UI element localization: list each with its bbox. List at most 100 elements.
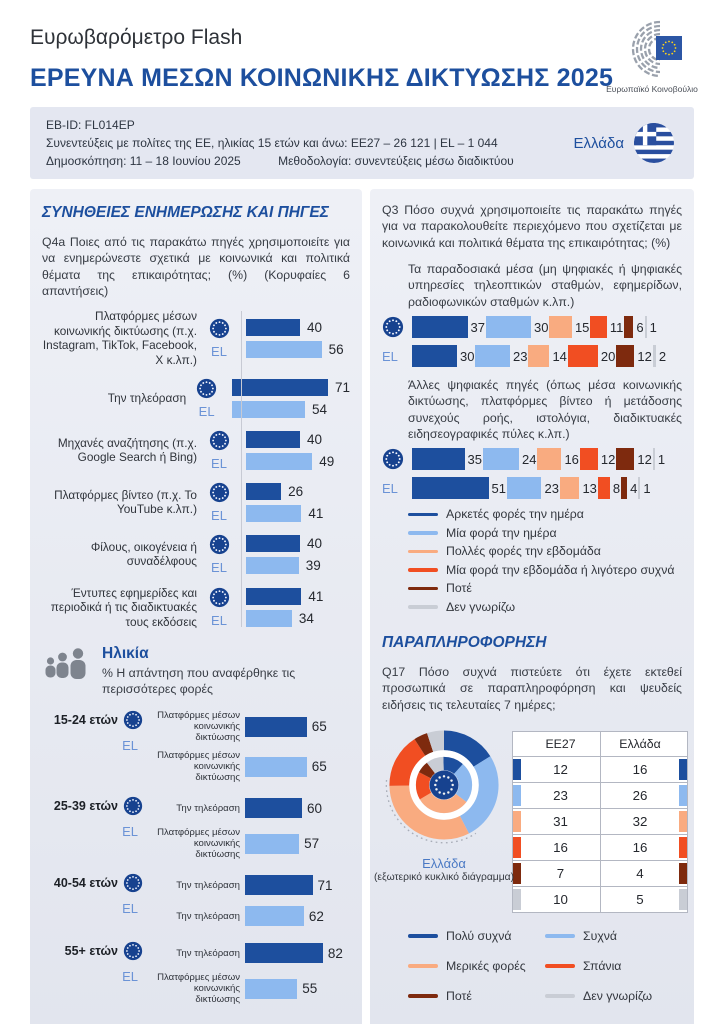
age-group-label: 55+ ετών [64, 944, 118, 959]
el-label: EL [122, 738, 138, 754]
age-group-label: 25-39 ετών [53, 799, 118, 814]
el-bar [246, 504, 302, 522]
el-label: EL [211, 559, 227, 575]
eu-flag-icon [209, 482, 229, 503]
row-keys: EL [197, 430, 241, 471]
donut-segment [415, 756, 473, 814]
stack-segment [412, 345, 457, 368]
el-label: EL [122, 969, 138, 985]
eu-value: 82 [327, 945, 343, 961]
el-label: EL [211, 343, 227, 359]
stack-segment [549, 316, 572, 339]
el-bar [245, 978, 298, 999]
news-habits-panel: ΣΥΝΗΘΕΙΕΣ ΕΝΗΜΕΡΩΣΗΣ ΚΑΙ ΠΗΓΕΣ Q4a Ποιες… [30, 189, 362, 1024]
age-group: 55+ ετών EL [42, 941, 148, 1005]
eu-value: 40 [307, 431, 323, 447]
eu-bar [246, 318, 300, 336]
table-cell-eu27: 16 [521, 833, 600, 860]
table-cell-eu27: 10 [521, 885, 600, 912]
table-cell-eu27: 31 [521, 807, 600, 834]
stack-segment [644, 316, 647, 339]
row-key [382, 448, 412, 470]
row-keys: EL [197, 587, 241, 628]
el-bar [246, 556, 299, 574]
stack-segment [506, 477, 542, 500]
methodology: Μεθοδολογία: συνεντεύξεις μέσω διαδικτύο… [278, 154, 514, 168]
row-keys: EL [197, 318, 241, 359]
stack-segment [537, 448, 562, 471]
el-value: 57 [304, 836, 320, 852]
legend-item: Συχνά [545, 929, 682, 943]
stack-segment [652, 448, 655, 471]
table-cell-greece: 32 [600, 807, 679, 834]
hemicycle-icon [631, 20, 682, 78]
eu-top-answer: Την τηλεόραση [176, 879, 240, 891]
page-title: ΕΡΕΥΝΑ ΜΕΣΩΝ ΚΟΙΝΩΝΙΚΗΣ ΔΙΚΤΥΩΣΗΣ 2025 [30, 64, 614, 92]
segment-value: 51 [491, 480, 506, 496]
eu-value: 65 [311, 719, 327, 735]
eu-flag-icon [656, 36, 682, 60]
legend-swatch [408, 934, 438, 938]
segment-value: 11 [609, 319, 624, 335]
el-label: EL [382, 348, 398, 364]
european-parliament-logo: Ευρωπαϊκό Κοινοβούλιο [602, 20, 702, 94]
table-header-greece: Ελλάδα [600, 731, 679, 756]
stacked-bar-row: EL 30 23 14 20 12 2 [382, 345, 682, 368]
el-value: 55 [302, 981, 318, 997]
q17-visuals: Ελλάδα (εξωτερικό κυκλικό διάγραμμα) ΕΕ2… [374, 723, 688, 913]
eb-id: EB-ID: FL014EP [46, 118, 135, 132]
legend-swatch [408, 994, 438, 998]
table-strip [679, 807, 687, 834]
segment-value: 1 [643, 480, 651, 496]
q4a-row: Την τηλεόραση EL 71 54 [42, 378, 350, 419]
legend-item: Σπάνια [545, 959, 682, 973]
eu-flag-icon [123, 797, 143, 816]
el-value: 41 [308, 505, 324, 521]
eu-flag-icon [209, 318, 229, 338]
table-cell-greece: 16 [600, 755, 679, 782]
stack-segment [616, 345, 635, 368]
table-cell-greece: 5 [600, 885, 679, 912]
stack-segment [485, 316, 531, 339]
el-value: 39 [305, 557, 321, 573]
eu-value: 26 [288, 483, 304, 499]
el-value: 49 [319, 453, 335, 469]
source-label: Πλατφόρμες μέσων κοινωνικής δικτύωσης (π… [42, 309, 197, 367]
segment-value: 12 [637, 451, 652, 467]
table-cell-eu27: 23 [521, 781, 600, 808]
eu-flag-icon [209, 587, 229, 608]
age-group-label: 40-54 ετών [53, 876, 118, 891]
legend-label: Μία φορά την ημέρα [446, 525, 557, 540]
el-value: 65 [311, 759, 327, 775]
eu-flag-icon [382, 316, 404, 338]
stack-segment [638, 477, 641, 500]
legend-item: Αρκετές φορές την ημέρα [408, 507, 682, 521]
eu-flag-icon [382, 449, 404, 470]
age-row: 15-24 ετών EL Πλατφόρμες μέσων κοινωνική… [42, 710, 350, 783]
eu-bar [232, 378, 328, 396]
segment-value: 12 [600, 451, 616, 467]
row-key: EL [382, 349, 412, 364]
legend-swatch [408, 512, 438, 517]
legend-swatch [408, 549, 438, 554]
el-label: EL [382, 480, 398, 496]
donut-caption-country: Ελλάδα [422, 855, 466, 871]
table-cell-greece: 16 [600, 833, 679, 860]
eu-bar [245, 943, 323, 964]
stack-segment [528, 345, 550, 368]
q17-question: Q17 Πόσο συχνά πιστεύετε ότι έχετε εκτεθ… [382, 664, 682, 712]
el-bar [245, 833, 300, 854]
frequency-panel: Q3 Πόσο συχνά χρησιμοποιείτε τις παρακάτ… [370, 189, 694, 1024]
segment-value: 23 [544, 480, 559, 496]
table-strip [679, 731, 687, 756]
legend-item: Δεν γνωρίζω [545, 989, 682, 1003]
row-key: EL [382, 481, 412, 496]
q4a-bar-chart: Πλατφόρμες μέσων κοινωνικής δικτύωσης (π… [42, 309, 350, 629]
stack-segment [590, 316, 607, 339]
stack-segment [616, 448, 635, 471]
age-section-header: Ηλικία % Η απάντηση που αναφέρθηκε τις π… [42, 645, 350, 698]
legend-swatch [545, 964, 575, 968]
age-title: Ηλικία [102, 645, 149, 663]
segment-value: 6 [636, 319, 644, 335]
